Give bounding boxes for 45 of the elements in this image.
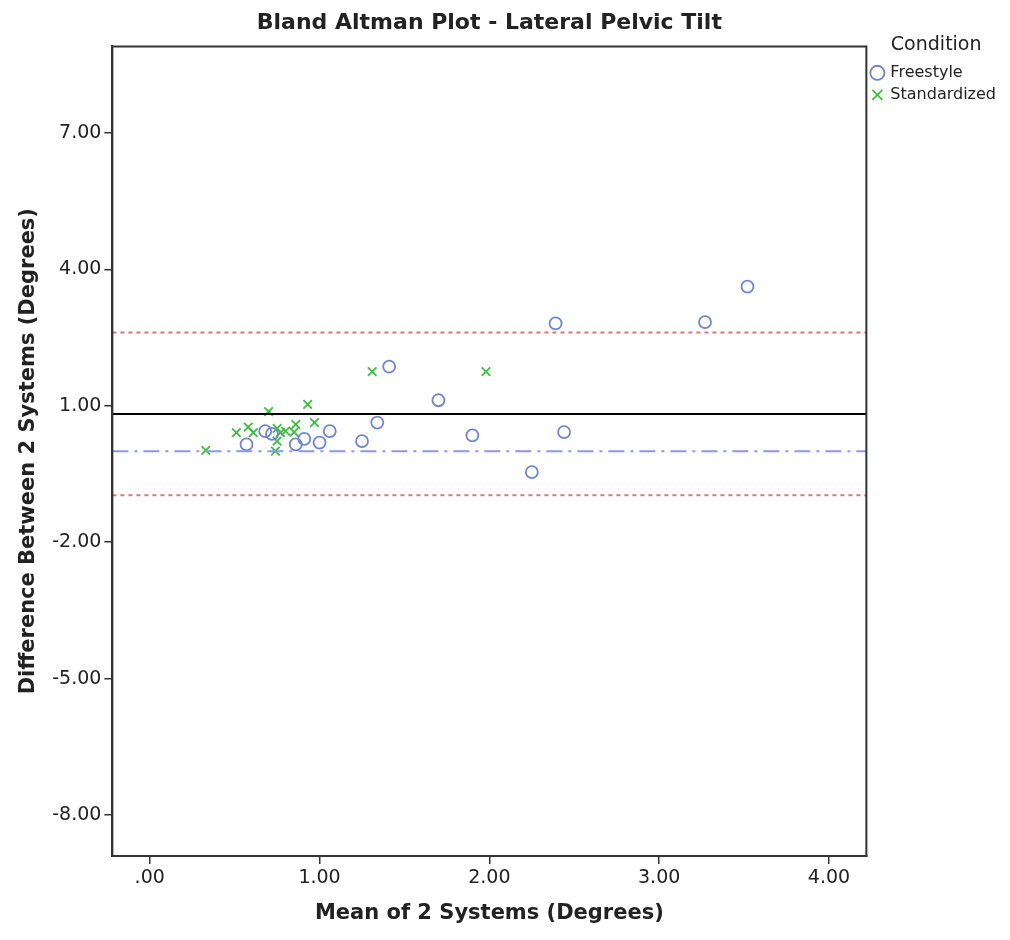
y-tick-label: -5.00 <box>52 665 102 688</box>
point <box>367 366 378 377</box>
y-axis-title: Difference Between 2 Systems (Degrees) <box>15 208 40 695</box>
y-tick-label: -2.00 <box>52 529 102 552</box>
point <box>465 428 480 443</box>
point <box>382 359 397 374</box>
point <box>263 406 274 417</box>
point <box>231 427 242 438</box>
point <box>548 316 563 331</box>
point <box>557 425 571 439</box>
point <box>200 445 211 456</box>
x-axis-title: Mean of 2 Systems (Degrees) <box>314 899 664 924</box>
point <box>265 427 279 441</box>
point <box>258 424 273 439</box>
point <box>302 399 313 410</box>
point <box>698 315 712 329</box>
point <box>271 423 283 434</box>
point <box>288 437 303 452</box>
y-tick-label: 4.00 <box>59 256 102 279</box>
point <box>370 415 385 430</box>
y-tick-label: 1.00 <box>59 392 102 415</box>
x-tick-label: .00 <box>134 865 165 888</box>
x-tick-label: 4.00 <box>807 865 851 888</box>
x-tick-label: 3.00 <box>638 865 681 888</box>
point <box>243 421 254 433</box>
y-tick-label: -8.00 <box>52 802 102 824</box>
legend-label: Freestyle <box>890 61 963 81</box>
legend-label: Standardized <box>890 83 997 103</box>
chart-title: Bland Altman Plot - Lateral Pelvic Tilt <box>256 8 723 34</box>
x-tick-label: 2.00 <box>468 865 511 888</box>
point <box>309 417 320 428</box>
point <box>248 427 259 438</box>
point <box>480 366 492 377</box>
point <box>740 279 755 294</box>
point <box>524 465 539 480</box>
point <box>280 426 291 437</box>
point <box>239 437 254 452</box>
y-tick-label: 7.00 <box>59 119 102 142</box>
point <box>355 434 369 449</box>
legend-title: Condition <box>890 32 982 55</box>
point <box>431 393 446 408</box>
point <box>322 424 337 439</box>
x-tick-label: 1.00 <box>298 865 341 888</box>
point <box>312 435 327 450</box>
point <box>297 432 312 446</box>
